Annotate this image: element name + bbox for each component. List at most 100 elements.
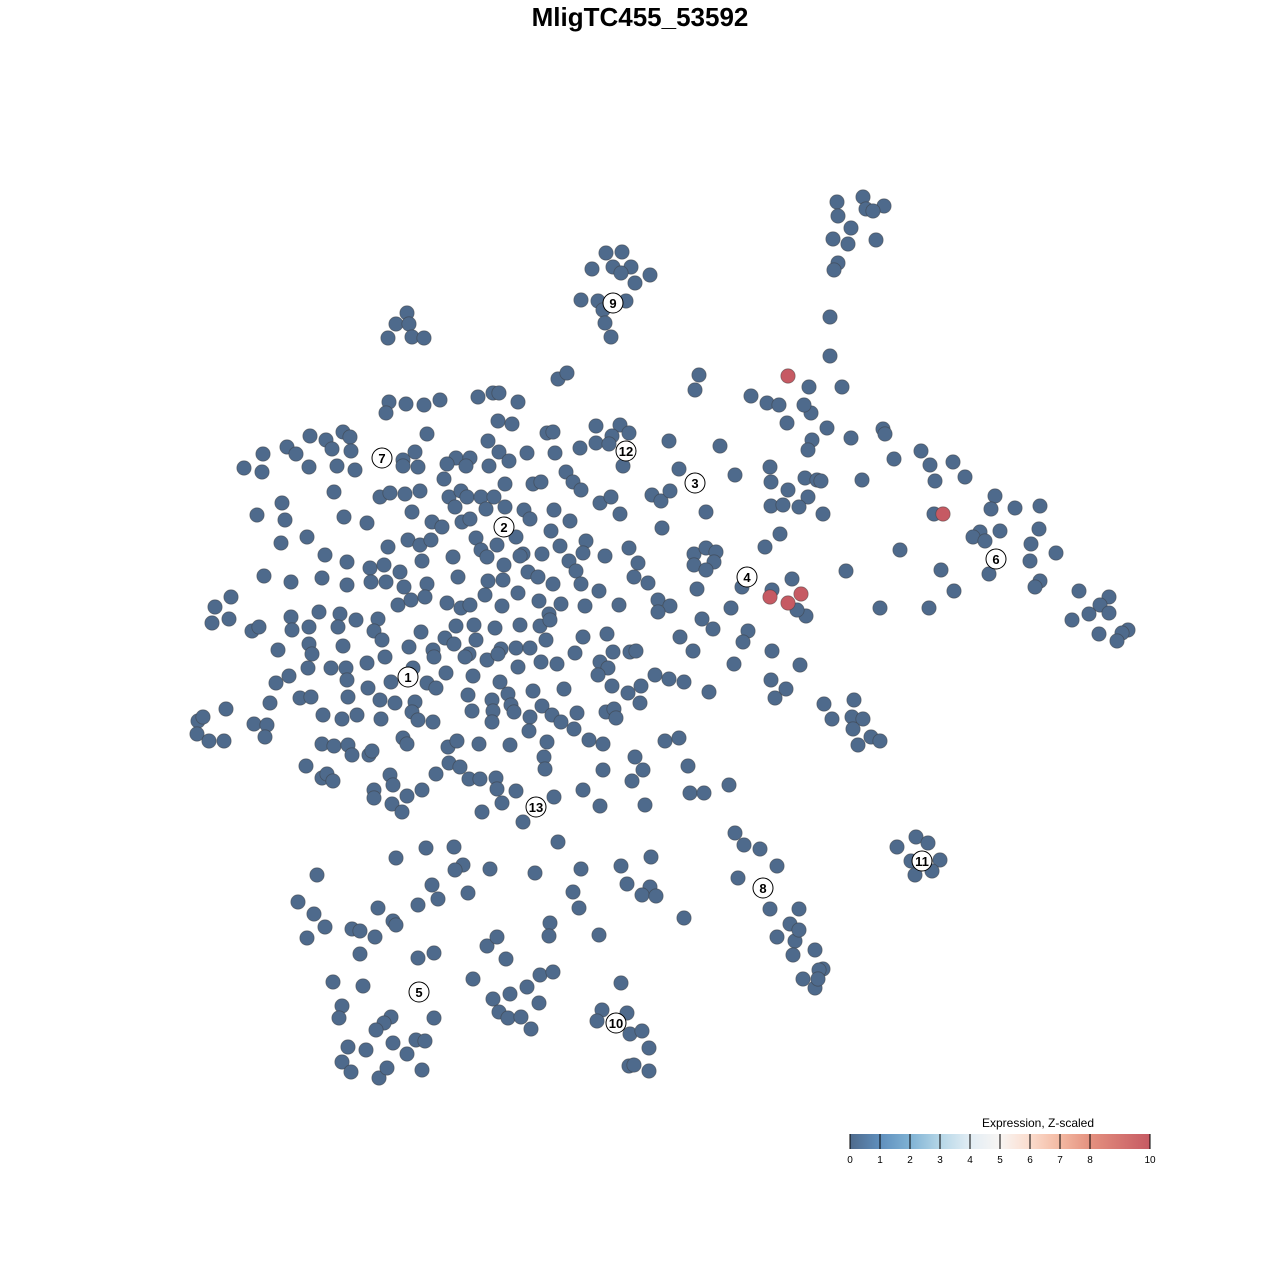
- data-point: [363, 574, 379, 590]
- legend-tick-label: 7: [1057, 1155, 1063, 1166]
- data-point: [676, 674, 692, 690]
- data-point: [458, 458, 474, 474]
- data-point: [611, 597, 627, 613]
- data-point: [417, 589, 433, 605]
- data-point: [626, 1057, 642, 1073]
- data-point: [546, 502, 562, 518]
- data-point: [262, 695, 278, 711]
- data-point: [471, 736, 487, 752]
- data-point: [630, 555, 646, 571]
- cluster-label: 13: [525, 796, 547, 818]
- data-point: [401, 316, 417, 332]
- data-point: [785, 947, 801, 963]
- data-point: [824, 711, 840, 727]
- data-point: [410, 897, 426, 913]
- data-point: [868, 232, 884, 248]
- data-point: [671, 461, 687, 477]
- data-point: [549, 656, 565, 672]
- data-point: [935, 506, 951, 522]
- data-point: [290, 894, 306, 910]
- data-point: [410, 459, 426, 475]
- data-point: [201, 733, 217, 749]
- cluster-label-text: 1: [404, 670, 411, 685]
- data-point: [482, 861, 498, 877]
- data-point: [439, 456, 455, 472]
- data-point: [489, 537, 505, 553]
- data-point: [521, 723, 537, 739]
- data-point: [419, 426, 435, 442]
- data-point: [457, 649, 473, 665]
- data-point: [301, 459, 317, 475]
- data-point: [465, 971, 481, 987]
- data-point: [418, 840, 434, 856]
- data-point: [299, 930, 315, 946]
- data-point: [388, 316, 404, 332]
- legend-tick-label: 6: [1027, 1155, 1033, 1166]
- data-point: [1081, 606, 1097, 622]
- data-point: [531, 995, 547, 1011]
- data-point: [599, 626, 615, 642]
- data-point: [621, 540, 637, 556]
- data-point: [358, 1042, 374, 1058]
- data-point: [641, 1063, 657, 1079]
- cluster-label-text: 3: [691, 476, 698, 491]
- data-point: [306, 906, 322, 922]
- data-point: [380, 330, 396, 346]
- data-point: [430, 891, 446, 907]
- data-point: [495, 572, 511, 588]
- data-point: [727, 825, 743, 841]
- data-point: [359, 515, 375, 531]
- data-point: [379, 1060, 395, 1076]
- legend-tick-label: 1: [877, 1155, 883, 1166]
- data-point: [584, 261, 600, 277]
- data-point: [189, 726, 205, 742]
- data-point: [603, 329, 619, 345]
- data-point: [470, 389, 486, 405]
- data-point: [920, 835, 936, 851]
- data-point: [886, 451, 902, 467]
- data-point: [588, 435, 604, 451]
- data-point: [302, 428, 318, 444]
- data-point: [404, 504, 420, 520]
- data-point: [634, 1023, 650, 1039]
- data-point: [892, 542, 908, 558]
- data-point: [657, 733, 673, 749]
- data-point: [573, 292, 589, 308]
- cluster-label-badge: [911, 850, 933, 872]
- data-point: [1101, 605, 1117, 621]
- data-point: [595, 762, 611, 778]
- data-point: [575, 782, 591, 798]
- data-point: [846, 692, 862, 708]
- data-point: [257, 729, 273, 745]
- data-point: [204, 615, 220, 631]
- data-point: [613, 858, 629, 874]
- data-point: [601, 436, 617, 452]
- data-point: [872, 600, 888, 616]
- data-point: [335, 638, 351, 654]
- cluster-label-text: 9: [609, 296, 616, 311]
- data-point: [687, 382, 703, 398]
- data-point: [1091, 626, 1107, 642]
- data-point: [414, 1062, 430, 1078]
- cluster-label-text: 5: [415, 985, 422, 1000]
- legend-tick-label: 3: [937, 1155, 943, 1166]
- data-point: [772, 526, 788, 542]
- data-point: [502, 986, 518, 1002]
- data-point: [1022, 553, 1038, 569]
- data-point: [800, 442, 816, 458]
- data-point: [340, 689, 356, 705]
- data-point: [522, 640, 538, 656]
- data-point: [502, 737, 518, 753]
- data-point: [643, 849, 659, 865]
- data-point: [843, 430, 859, 446]
- data-point: [553, 714, 569, 730]
- data-point: [566, 721, 582, 737]
- data-point: [472, 771, 488, 787]
- data-point: [532, 967, 548, 983]
- data-point: [403, 592, 419, 608]
- data-point: [575, 545, 591, 561]
- data-point: [922, 457, 938, 473]
- data-point: [510, 394, 526, 410]
- data-point: [301, 619, 317, 635]
- data-point: [545, 576, 561, 592]
